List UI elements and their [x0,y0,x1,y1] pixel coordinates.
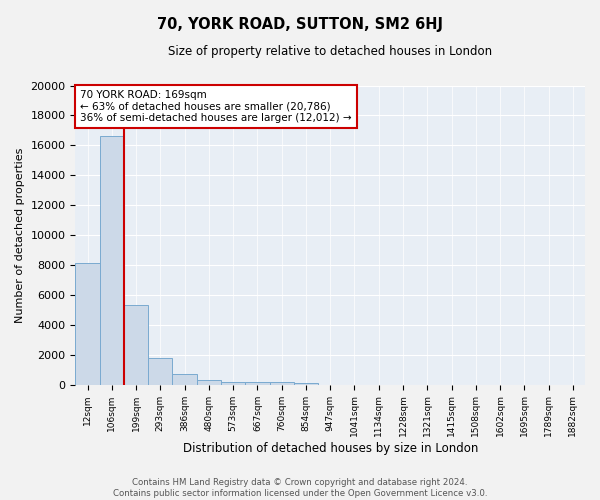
Bar [124,306,148,384]
Text: 70 YORK ROAD: 169sqm
← 63% of detached houses are smaller (20,786)
36% of semi-d: 70 YORK ROAD: 169sqm ← 63% of detached h… [80,90,352,123]
Bar [197,380,221,384]
Bar [221,382,245,384]
Title: Size of property relative to detached houses in London: Size of property relative to detached ho… [168,45,492,58]
Bar [100,136,124,384]
Bar [245,382,269,384]
Bar [294,383,318,384]
Text: Contains HM Land Registry data © Crown copyright and database right 2024.
Contai: Contains HM Land Registry data © Crown c… [113,478,487,498]
Bar [148,358,172,384]
Bar [269,382,294,384]
Text: 70, YORK ROAD, SUTTON, SM2 6HJ: 70, YORK ROAD, SUTTON, SM2 6HJ [157,18,443,32]
Bar [172,374,197,384]
X-axis label: Distribution of detached houses by size in London: Distribution of detached houses by size … [182,442,478,455]
Y-axis label: Number of detached properties: Number of detached properties [15,148,25,323]
Bar [76,264,100,384]
